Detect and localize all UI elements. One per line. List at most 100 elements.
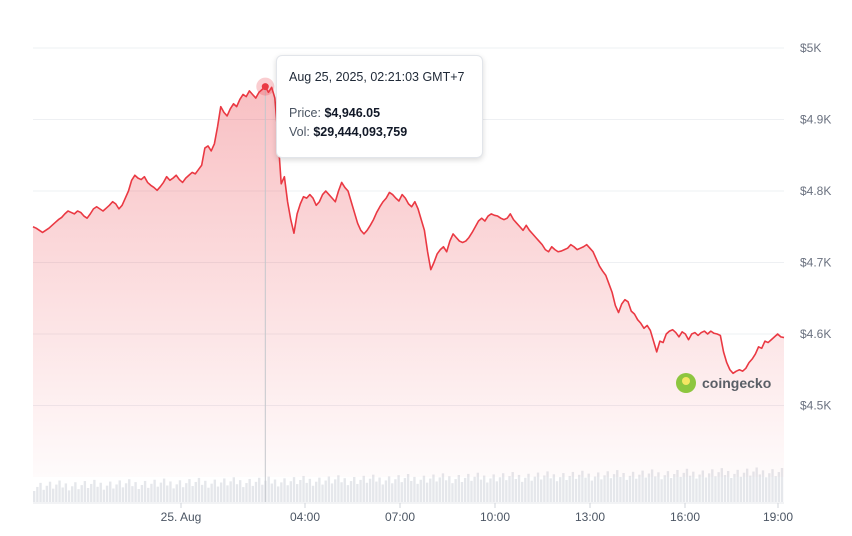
volume-bar xyxy=(422,475,426,502)
volume-bar xyxy=(463,477,467,502)
volume-bar xyxy=(311,485,315,502)
volume-bar xyxy=(327,476,331,502)
volume-bar xyxy=(745,468,749,502)
volume-bar xyxy=(368,478,372,502)
volume-bar xyxy=(384,480,388,502)
volume-bar xyxy=(736,469,739,502)
price-line xyxy=(32,85,785,375)
volume-bar xyxy=(178,480,182,502)
volume-bar xyxy=(83,481,87,502)
volume-bar xyxy=(131,486,134,502)
volume-bar xyxy=(175,484,178,502)
volume-bar xyxy=(739,476,743,502)
volume-bar xyxy=(74,482,77,502)
volume-bar xyxy=(425,482,429,502)
volume-bar xyxy=(229,481,232,502)
volume-bar xyxy=(470,480,473,502)
volume-bar xyxy=(153,479,156,502)
volume-bar xyxy=(372,474,375,502)
volume-bar xyxy=(36,486,39,502)
volume-bar xyxy=(248,478,251,502)
volume-bar xyxy=(105,485,109,502)
volume-bar xyxy=(549,478,552,502)
volume-bar xyxy=(321,484,324,502)
volume-bar xyxy=(774,476,777,502)
volume-bar xyxy=(406,474,410,502)
volume-bar xyxy=(238,480,242,502)
volume-bar xyxy=(96,486,99,502)
volume-bar xyxy=(552,474,556,502)
volume-bar xyxy=(299,480,302,502)
volume-bar xyxy=(517,474,521,502)
volume-bar xyxy=(156,486,159,502)
coingecko-brand: coingecko xyxy=(702,375,772,391)
tooltip-time: Aug 25, 2025, 02:21:03 GMT+7 xyxy=(289,70,465,84)
volume-bar xyxy=(508,476,511,502)
price-area xyxy=(32,85,785,478)
volume-bar xyxy=(121,487,125,502)
volume-bar xyxy=(590,480,594,502)
y-tick-label: $4.6K xyxy=(800,327,831,341)
volume-bar xyxy=(42,489,45,502)
volume-bar xyxy=(194,481,197,502)
volume-bar xyxy=(698,474,701,502)
volume-bar xyxy=(501,473,505,502)
volume-bar xyxy=(707,473,711,502)
volume-bar xyxy=(755,467,758,502)
volume-bar xyxy=(55,484,58,502)
volume-bar xyxy=(166,485,169,502)
volume-bar xyxy=(71,486,74,502)
volume-bar xyxy=(210,483,213,502)
volume-bar xyxy=(324,480,327,502)
volume-bar xyxy=(33,491,36,502)
volume-bar xyxy=(134,482,137,502)
volume-bar xyxy=(283,478,286,502)
volume-bar xyxy=(568,475,571,502)
volume-bar xyxy=(381,484,384,502)
volume-bar xyxy=(546,471,549,502)
volume-bar xyxy=(235,484,239,502)
volume-bar xyxy=(200,484,204,502)
volume-bar xyxy=(305,482,308,502)
volume-bar xyxy=(761,470,765,502)
volume-bar xyxy=(444,480,448,502)
volume-bar xyxy=(473,476,476,502)
volume-bar xyxy=(454,479,457,502)
volume-bar xyxy=(543,475,546,502)
volume-bar xyxy=(353,477,356,502)
volume-bar xyxy=(514,478,518,502)
crosshair xyxy=(256,77,275,502)
volume-bar xyxy=(619,477,622,502)
volume-bar xyxy=(292,477,296,502)
volume-bar xyxy=(365,482,369,502)
volume-bar xyxy=(226,485,229,502)
volume-bar xyxy=(276,486,280,502)
volume-bar xyxy=(169,481,172,502)
y-tick-label: $5K xyxy=(800,41,821,55)
volume-bar xyxy=(137,489,140,502)
volume-bar xyxy=(685,468,689,502)
volume-bar xyxy=(438,477,441,502)
volume-bar xyxy=(771,469,774,502)
volume-bar xyxy=(270,483,274,502)
volume-bar xyxy=(315,481,318,502)
volume-bar xyxy=(723,475,727,502)
volume-bar xyxy=(432,474,435,502)
volume-bar xyxy=(340,482,343,502)
volume-bar xyxy=(562,473,565,502)
volume-bar xyxy=(356,483,359,502)
volume-bar xyxy=(657,472,660,502)
volume-bar xyxy=(77,489,80,502)
volume-bar xyxy=(140,484,144,502)
volume-bar xyxy=(520,481,524,502)
volume-bar xyxy=(441,473,445,502)
tooltip-volume-label: Vol: xyxy=(289,125,310,139)
price-area-fill xyxy=(33,86,784,478)
volume-bar xyxy=(533,476,537,502)
volume-bar xyxy=(204,480,207,502)
y-axis-ticks: $4.5K $4.6K $4.7K $4.8K $4.9K $5K xyxy=(800,41,831,413)
x-tick-label: 13:00 xyxy=(575,510,605,524)
volume-bar xyxy=(118,480,121,502)
